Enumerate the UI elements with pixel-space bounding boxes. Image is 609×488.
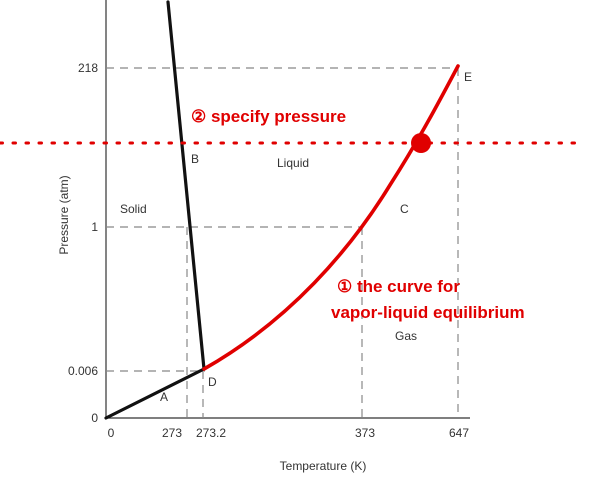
y-axis-label: Pressure (atm) — [57, 175, 71, 254]
y-tick-0: 0 — [91, 411, 98, 425]
annotation-specify-pressure: ② specify pressure — [191, 107, 346, 126]
region-solid-label: Solid — [120, 202, 147, 216]
point-label-d: D — [208, 375, 217, 389]
region-gas-label: Gas — [395, 329, 417, 343]
x-axis-label: Temperature (K) — [280, 459, 367, 473]
equilibrium-point-marker — [411, 133, 431, 153]
guide-lines — [106, 67, 459, 418]
x-tick-273: 273 — [162, 426, 182, 440]
x-tick-647: 647 — [449, 426, 469, 440]
point-label-c: C — [400, 202, 409, 216]
y-tick-1: 1 — [91, 220, 98, 234]
point-label-b: B — [191, 152, 199, 166]
melting-curve — [166, 0, 206, 371]
vaporization-curve — [202, 64, 460, 371]
point-label-a: A — [160, 390, 168, 404]
y-tick-218: 218 — [78, 61, 98, 75]
annotation-curve-line1: ① the curve for — [337, 277, 460, 296]
y-tick-0006: 0.006 — [68, 364, 98, 378]
annotation-curve-line2: vapor-liquid equilibrium — [331, 303, 525, 322]
point-label-e: E — [464, 70, 472, 84]
x-tick-373: 373 — [355, 426, 375, 440]
x-tick-0: 0 — [108, 426, 115, 440]
x-tick-2732: 273.2 — [196, 426, 226, 440]
sublimation-curve — [104, 367, 206, 420]
region-liquid-label: Liquid — [277, 156, 309, 170]
